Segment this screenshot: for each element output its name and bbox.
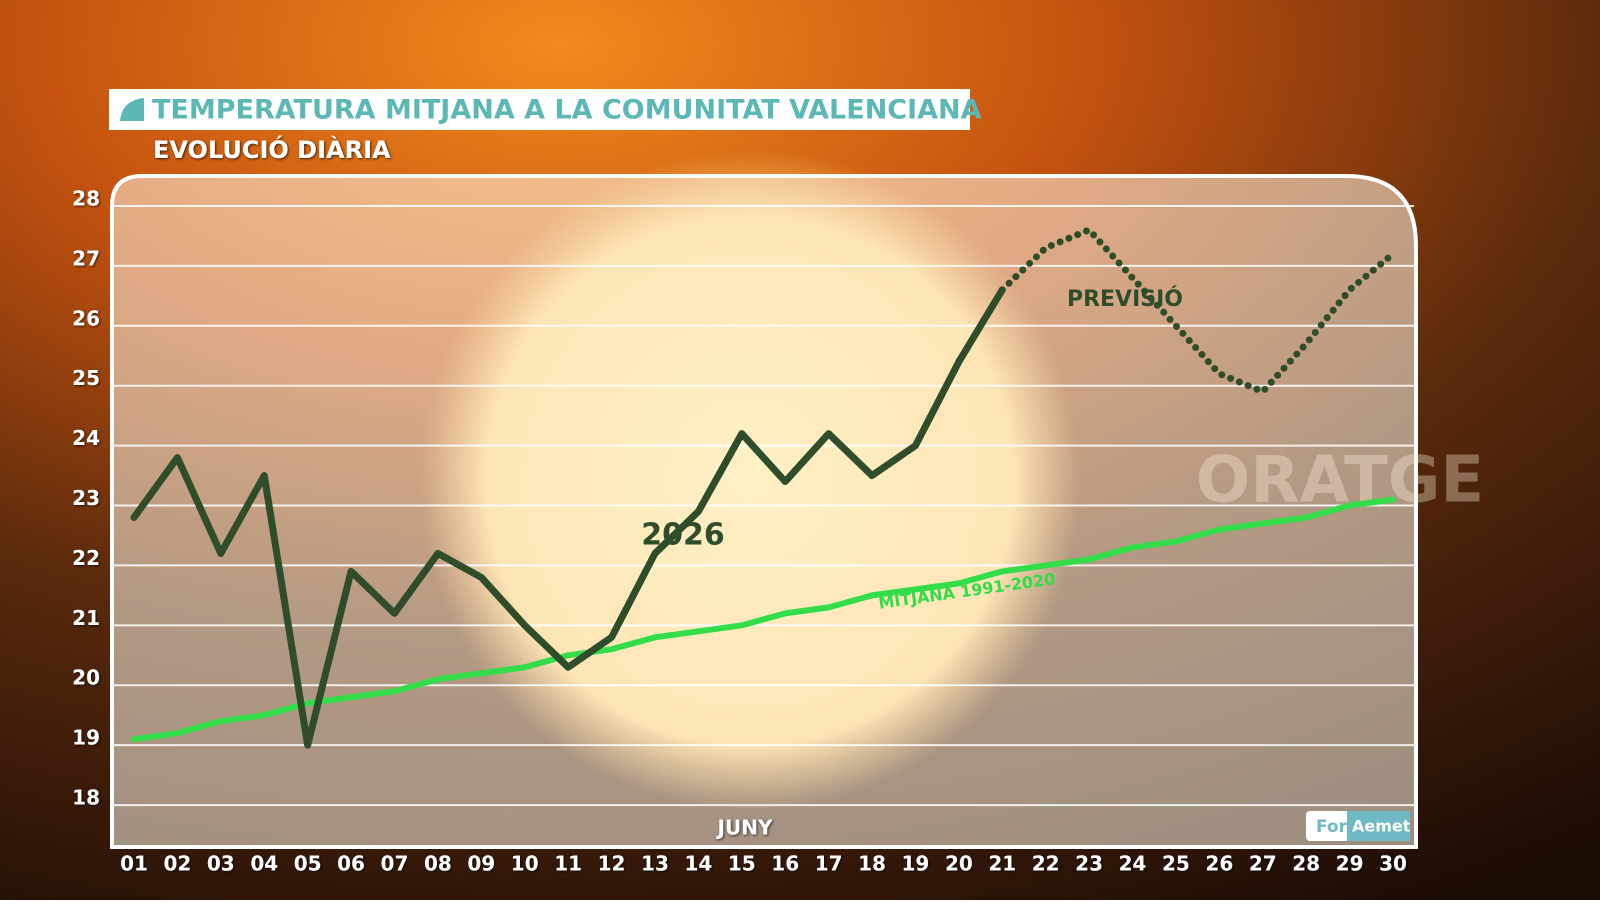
title-icon	[120, 98, 144, 121]
y-tick-label: 20	[72, 666, 100, 690]
source-box-accent	[1347, 811, 1410, 841]
y-tick-label: 24	[72, 426, 100, 450]
x-tick-label: 01	[120, 852, 148, 876]
source-prefix: For	[1316, 817, 1348, 837]
y-tick-label: 18	[72, 786, 100, 810]
y-tick-label: 21	[72, 606, 100, 630]
source: Aemet	[1352, 817, 1411, 836]
x-tick-label: 03	[207, 852, 235, 876]
x-tick-label: 17	[815, 852, 843, 876]
x-tick-label: 06	[337, 852, 365, 876]
y-tick-label: 25	[72, 366, 100, 390]
title-box	[109, 89, 970, 130]
x-tick-label: 29	[1336, 852, 1364, 876]
x-tick-label: 21	[988, 852, 1016, 876]
x-tick-label: 13	[641, 852, 669, 876]
x-tick-label: 04	[250, 852, 278, 876]
series-line	[998, 226, 1397, 396]
x-tick-label: 02	[163, 852, 191, 876]
x-tick-label: 22	[1032, 852, 1060, 876]
x-tick-label: 05	[294, 852, 322, 876]
y-tick-label: 28	[72, 186, 100, 210]
chart-title: TEMPERATURA MITJANA A LA COMUNITAT VALEN…	[152, 95, 982, 126]
x-tick-label: 24	[1119, 852, 1147, 876]
x-tick-label: 16	[771, 852, 799, 876]
series-label: 2026	[641, 518, 725, 553]
x-axis-label: JUNY	[716, 816, 773, 840]
x-tick-label: 20	[945, 852, 973, 876]
chart-subtitle: EVOLUCIÓ DIÀRIA	[153, 134, 391, 164]
series-label: PREVISIÓ	[1067, 286, 1183, 312]
y-tick-label: 27	[72, 246, 100, 270]
x-tick-label: 23	[1075, 852, 1103, 876]
y-tick-label: 22	[72, 546, 100, 570]
x-tick-label: 26	[1205, 852, 1233, 876]
x-tick-label: 25	[1162, 852, 1190, 876]
x-tick-label: 27	[1249, 852, 1277, 876]
x-tick-label: 10	[511, 852, 539, 876]
series-line	[130, 286, 1006, 749]
series-line	[131, 496, 1396, 743]
x-tick-label: 08	[424, 852, 452, 876]
x-tick-label: 14	[684, 852, 712, 876]
x-tick-label: 30	[1379, 852, 1407, 876]
x-tick-label: 11	[554, 852, 582, 876]
y-tick-label: 23	[72, 486, 100, 510]
x-tick-label: 28	[1292, 852, 1320, 876]
x-tick-label: 18	[858, 852, 886, 876]
y-tick-label: 19	[72, 726, 100, 750]
x-tick-label: 12	[598, 852, 626, 876]
x-tick-label: 09	[467, 852, 495, 876]
x-tick-label: 07	[381, 852, 409, 876]
y-tick-label: 26	[72, 306, 100, 330]
x-tick-label: 15	[728, 852, 756, 876]
x-tick-label: 19	[902, 852, 930, 876]
